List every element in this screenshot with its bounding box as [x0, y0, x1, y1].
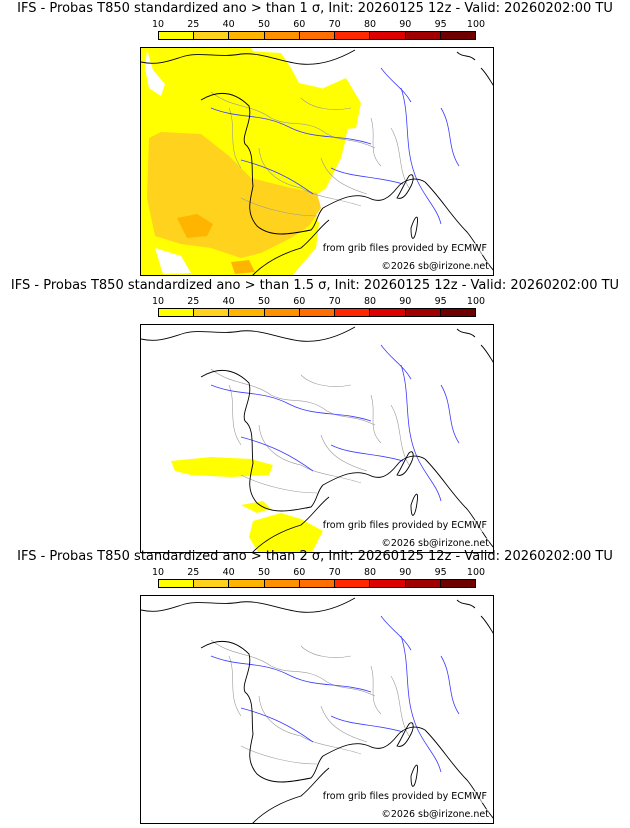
colorbar-segment — [194, 580, 230, 587]
probability-colorbar — [158, 31, 476, 40]
panel-title: IFS - Probas T850 standardized ano > tha… — [17, 549, 613, 564]
colorbar-tick: 95 — [434, 296, 447, 307]
map-borders — [210, 639, 410, 765]
map-canvas — [141, 597, 493, 823]
forecast-panel-1: IFS - Probas T850 standardized ano > tha… — [0, 0, 630, 276]
colorbar-tick: 95 — [434, 19, 447, 30]
map-rivers — [210, 344, 460, 502]
forecast-panel-2: IFS - Probas T850 standardized ano > tha… — [0, 277, 630, 553]
colorbar-segment — [159, 580, 195, 587]
map-borders — [210, 368, 410, 494]
colorbar-segment — [299, 309, 336, 316]
copyright-label: ©2026 sb@irizone.net — [381, 261, 489, 273]
colorbar-segment — [159, 309, 195, 316]
colorbar-segment — [264, 309, 300, 316]
probability-area-10pct — [201, 48, 271, 80]
colorbar-segment — [229, 32, 265, 39]
probability-colorbar — [158, 308, 476, 317]
colorbar-segment — [264, 32, 300, 39]
map-coastlines — [141, 597, 493, 823]
colorbar-tick: 60 — [293, 19, 306, 30]
probability-map: from grib files provided by ECMWF ©2026 … — [140, 47, 494, 276]
map-rivers — [210, 67, 460, 225]
colorbar-segment — [194, 309, 230, 316]
colorbar-tick: 10 — [151, 19, 165, 30]
colorbar-segment — [335, 309, 371, 316]
colorbar-segment — [440, 309, 475, 316]
panel-title: IFS - Probas T850 standardized ano > tha… — [10, 278, 620, 293]
colorbar-segment — [229, 580, 265, 587]
colorbar-tick: 10 — [151, 296, 165, 307]
colorbar-tick: 100 — [466, 296, 486, 307]
colorbar-segment — [335, 32, 371, 39]
colorbar-segment — [194, 32, 230, 39]
map-rivers — [210, 615, 460, 773]
colorbar-tick-labels: 10 25 40 50 60 70 80 90 95 100 — [152, 296, 485, 308]
colorbar-tick: 50 — [257, 296, 271, 307]
probability-area-10pct — [249, 513, 323, 552]
colorbar-segment — [440, 32, 475, 39]
probability-map: from grib files provided by ECMWF ©2026 … — [140, 324, 494, 553]
colorbar-tick: 100 — [466, 567, 486, 578]
colorbar-tick: 25 — [187, 567, 200, 578]
colorbar-tick-labels: 10 25 40 50 60 70 80 90 95 100 — [152, 567, 485, 579]
colorbar-tick: 60 — [293, 567, 306, 578]
map-borders — [210, 91, 410, 217]
probability-map: from grib files provided by ECMWF ©2026 … — [140, 595, 494, 824]
probability-area-40pct — [177, 214, 213, 238]
colorbar-tick: 50 — [257, 19, 271, 30]
colorbar-segment — [440, 580, 475, 587]
colorbar-tick: 10 — [151, 567, 165, 578]
map-coastlines — [141, 49, 493, 275]
colorbar-tick: 100 — [466, 19, 486, 30]
map-canvas — [141, 326, 493, 552]
colorbar-tick: 80 — [363, 567, 377, 578]
probability-area-10pct — [171, 457, 273, 477]
colorbar-tick: 60 — [293, 296, 306, 307]
colorbar-segment — [229, 309, 265, 316]
probability-shading — [171, 457, 323, 552]
colorbar-tick-labels: 10 25 40 50 60 70 80 90 95 100 — [152, 19, 485, 31]
colorbar-segment — [335, 580, 371, 587]
colorbar-segment — [299, 32, 336, 39]
probability-area-40pct — [231, 260, 255, 274]
probability-shading — [141, 48, 361, 275]
colorbar-tick: 40 — [222, 19, 235, 30]
colorbar-segment — [370, 580, 406, 587]
forecast-panel-3: IFS - Probas T850 standardized ano > tha… — [0, 548, 630, 824]
colorbar-segment — [370, 309, 406, 316]
colorbar-tick: 70 — [328, 567, 341, 578]
colorbar-tick: 40 — [222, 296, 235, 307]
probability-area-10pct — [241, 501, 271, 513]
colorbar-tick: 90 — [399, 567, 412, 578]
colorbar-segment — [299, 580, 336, 587]
colorbar-tick: 90 — [399, 19, 412, 30]
map-coastlines — [141, 326, 493, 552]
colorbar-segment — [159, 32, 195, 39]
colorbar-tick: 25 — [187, 296, 200, 307]
probability-colorbar — [158, 579, 476, 588]
colorbar-tick: 70 — [328, 19, 341, 30]
colorbar-tick: 80 — [363, 19, 377, 30]
copyright-label: ©2026 sb@irizone.net — [381, 809, 489, 821]
map-canvas — [141, 48, 493, 275]
colorbar-segment — [405, 32, 441, 39]
colorbar-tick: 50 — [257, 567, 271, 578]
data-source-credit: from grib files provided by ECMWF — [322, 791, 487, 803]
colorbar-tick: 95 — [434, 567, 447, 578]
colorbar-tick: 90 — [399, 296, 412, 307]
colorbar-tick: 25 — [187, 19, 200, 30]
colorbar-tick: 40 — [222, 567, 235, 578]
data-source-credit: from grib files provided by ECMWF — [322, 243, 487, 255]
data-source-credit: from grib files provided by ECMWF — [322, 520, 487, 532]
colorbar-segment — [405, 580, 441, 587]
colorbar-tick: 70 — [328, 296, 341, 307]
colorbar-segment — [370, 32, 406, 39]
panel-title: IFS - Probas T850 standardized ano > tha… — [17, 1, 613, 16]
copyright-label: ©2026 sb@irizone.net — [381, 538, 489, 550]
colorbar-tick: 80 — [363, 296, 377, 307]
colorbar-segment — [405, 309, 441, 316]
probability-area-10pct — [319, 78, 361, 130]
colorbar-segment — [264, 580, 300, 587]
